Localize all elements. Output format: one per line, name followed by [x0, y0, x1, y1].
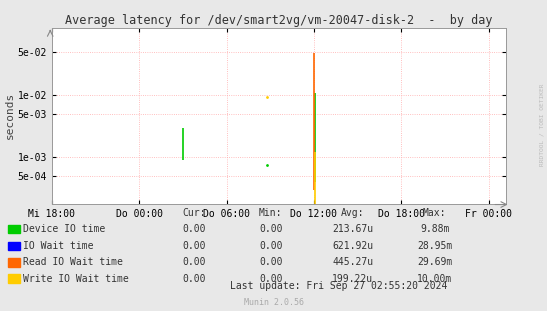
Text: 0.00: 0.00	[183, 241, 206, 251]
Text: Avg:: Avg:	[341, 208, 364, 218]
Text: IO Wait time: IO Wait time	[23, 241, 94, 251]
Text: 199.22u: 199.22u	[332, 274, 374, 284]
Text: 0.00: 0.00	[183, 224, 206, 234]
Text: 445.27u: 445.27u	[332, 258, 374, 267]
Text: 0.00: 0.00	[183, 258, 206, 267]
Text: 0.00: 0.00	[259, 258, 282, 267]
Text: 10.00m: 10.00m	[417, 274, 452, 284]
Title: Average latency for /dev/smart2vg/vm-20047-disk-2  -  by day: Average latency for /dev/smart2vg/vm-200…	[65, 14, 493, 27]
Y-axis label: seconds: seconds	[5, 92, 15, 139]
Text: Min:: Min:	[259, 208, 282, 218]
Text: 621.92u: 621.92u	[332, 241, 374, 251]
Text: 9.88m: 9.88m	[420, 224, 450, 234]
Text: Read IO Wait time: Read IO Wait time	[23, 258, 123, 267]
Text: Munin 2.0.56: Munin 2.0.56	[243, 298, 304, 307]
Text: 0.00: 0.00	[259, 274, 282, 284]
Text: 0.00: 0.00	[183, 274, 206, 284]
Text: 213.67u: 213.67u	[332, 224, 374, 234]
Text: Write IO Wait time: Write IO Wait time	[23, 274, 129, 284]
Text: Cur:: Cur:	[183, 208, 206, 218]
Text: 29.69m: 29.69m	[417, 258, 452, 267]
Text: RRDTOOL / TOBI OETIKER: RRDTOOL / TOBI OETIKER	[539, 83, 544, 166]
Text: Max:: Max:	[423, 208, 446, 218]
Text: Device IO time: Device IO time	[23, 224, 105, 234]
Text: 28.95m: 28.95m	[417, 241, 452, 251]
Text: Last update: Fri Sep 27 02:55:20 2024: Last update: Fri Sep 27 02:55:20 2024	[230, 281, 448, 290]
Text: 0.00: 0.00	[259, 224, 282, 234]
Text: 0.00: 0.00	[259, 241, 282, 251]
